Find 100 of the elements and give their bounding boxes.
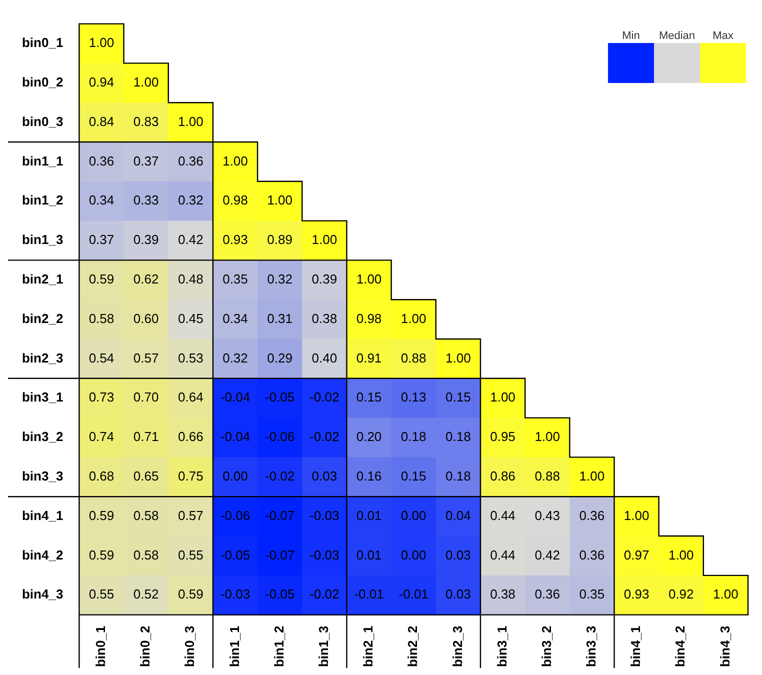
data-label: 0.40 xyxy=(312,350,338,366)
data-label: -0.01 xyxy=(354,586,384,602)
data-label: 0.95 xyxy=(490,429,516,444)
data-label: 0.58 xyxy=(133,547,159,562)
data-label: 0.91 xyxy=(356,350,382,366)
data-label: 0.89 xyxy=(267,232,292,248)
data-label: 0.55 xyxy=(178,547,204,562)
y-tick-label: bin2_3 xyxy=(22,350,64,366)
data-label: 0.93 xyxy=(624,586,650,602)
data-label: 0.03 xyxy=(446,547,471,562)
data-label: 0.18 xyxy=(446,468,471,484)
data-label: 0.70 xyxy=(133,390,159,405)
data-label: 0.36 xyxy=(88,153,114,168)
data-label: 1.00 xyxy=(579,468,605,484)
data-label: 1.00 xyxy=(356,271,382,286)
data-label: 1.00 xyxy=(624,508,650,523)
data-label: -0.02 xyxy=(310,586,340,602)
data-label: 0.59 xyxy=(88,547,114,562)
data-label: 0.32 xyxy=(178,192,204,208)
data-label: 1.00 xyxy=(133,74,159,90)
y-tick-label: bin3_2 xyxy=(22,429,64,444)
data-label: 0.65 xyxy=(133,468,159,484)
x-tick-label: bin2_2 xyxy=(405,626,420,668)
data-label: 0.43 xyxy=(534,508,560,523)
y-tick-label: bin1_3 xyxy=(22,232,64,248)
data-label: 0.15 xyxy=(446,390,471,405)
x-tick-label: bin3_2 xyxy=(538,626,554,668)
data-label: 0.35 xyxy=(222,271,248,286)
data-label: -0.05 xyxy=(265,586,295,602)
data-label: 1.00 xyxy=(400,310,426,326)
data-label: 0.68 xyxy=(88,468,114,484)
data-label: -0.01 xyxy=(398,586,428,602)
x-tick-label: bin4_2 xyxy=(672,626,688,668)
y-tick-label: bin4_3 xyxy=(22,586,64,602)
data-label: 0.31 xyxy=(267,310,292,326)
data-label: 0.88 xyxy=(534,468,560,484)
data-label: 1.00 xyxy=(490,390,516,405)
data-label: 1.00 xyxy=(312,232,338,248)
data-label: 0.58 xyxy=(88,310,114,326)
data-label: 0.04 xyxy=(446,508,471,523)
data-label: -0.05 xyxy=(265,390,295,405)
data-label: 0.16 xyxy=(356,468,382,484)
data-label: -0.02 xyxy=(310,390,340,405)
data-label: 0.53 xyxy=(178,350,204,366)
x-tick-label: bin2_1 xyxy=(360,626,376,668)
x-tick-label: bin4_1 xyxy=(628,626,644,668)
data-label: 0.42 xyxy=(178,232,204,248)
y-tick-label: bin1_1 xyxy=(22,153,64,168)
data-label: 0.03 xyxy=(446,586,471,602)
data-label: 0.36 xyxy=(534,586,560,602)
data-label: -0.07 xyxy=(265,547,295,562)
data-label: 0.57 xyxy=(133,350,159,366)
x-tick-label: bin3_1 xyxy=(494,626,510,668)
data-label: 0.36 xyxy=(579,547,605,562)
x-tick-label: bin2_3 xyxy=(450,626,465,668)
data-label: 0.37 xyxy=(133,153,159,168)
data-label: 0.37 xyxy=(88,232,114,248)
data-label: 0.44 xyxy=(490,547,516,562)
x-tick-label: bin1_3 xyxy=(316,626,331,668)
data-label: 0.92 xyxy=(668,586,694,602)
data-label: 0.38 xyxy=(490,586,516,602)
x-tick-label: bin0_2 xyxy=(138,626,153,668)
data-label: 0.58 xyxy=(133,508,159,523)
x-tick-label: bin1_2 xyxy=(271,626,286,668)
data-label: 0.55 xyxy=(88,586,114,602)
data-label: -0.04 xyxy=(220,429,250,444)
data-label: 0.36 xyxy=(579,508,605,523)
data-label: 0.64 xyxy=(178,390,204,405)
data-label: 0.44 xyxy=(490,508,516,523)
data-label: 0.59 xyxy=(88,508,114,523)
data-label: 0.18 xyxy=(400,429,426,444)
data-label: 0.59 xyxy=(178,586,204,602)
data-label: 0.42 xyxy=(534,547,560,562)
data-label: 0.15 xyxy=(400,468,426,484)
y-tick-label: bin4_1 xyxy=(22,508,64,523)
data-label: 0.48 xyxy=(178,271,204,286)
data-label: 0.93 xyxy=(222,232,248,248)
x-tick-label: bin0_1 xyxy=(93,626,108,668)
y-tick-label: bin0_3 xyxy=(22,114,64,129)
data-label: 0.01 xyxy=(356,547,382,562)
data-label: 0.00 xyxy=(400,508,426,523)
data-label: 1.00 xyxy=(713,586,738,602)
x-tick-label: bin4_3 xyxy=(717,626,732,668)
annotation: Min xyxy=(622,30,640,43)
y-tick-label: bin2_1 xyxy=(22,271,64,286)
data-label: 0.34 xyxy=(222,310,248,326)
data-label: 0.75 xyxy=(178,468,204,484)
data-label: -0.04 xyxy=(220,390,250,405)
data-label: 0.29 xyxy=(267,350,292,366)
data-label: 0.60 xyxy=(133,310,159,326)
data-label: 0.88 xyxy=(400,350,426,366)
y-tick-label: bin3_1 xyxy=(22,390,64,405)
annotation: Median xyxy=(658,30,696,43)
data-label: 0.34 xyxy=(88,192,114,208)
data-label: 0.59 xyxy=(88,271,114,286)
data-label: -0.03 xyxy=(310,547,340,562)
y-tick-label: bin0_2 xyxy=(22,74,64,90)
data-label: 0.00 xyxy=(222,468,248,484)
data-label: 0.98 xyxy=(356,310,382,326)
data-label: 0.98 xyxy=(222,192,248,208)
